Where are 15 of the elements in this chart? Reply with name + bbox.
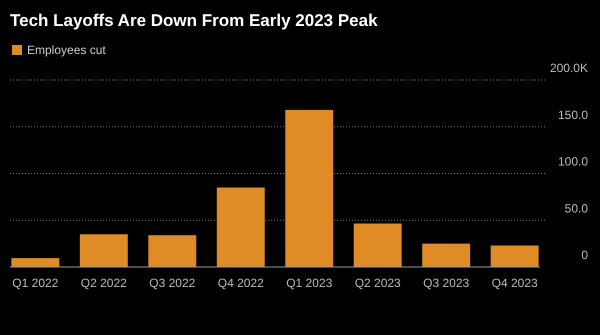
x-tick-label: Q4 2022 [218, 276, 264, 290]
legend-label: Employees cut [27, 43, 106, 57]
x-tick-label: Q2 2023 [354, 276, 402, 290]
x-tick-label: Q2 2022 [80, 276, 128, 290]
x-tick-label: Q3 2023 [423, 276, 470, 290]
y-tick-label: 150.0 [558, 108, 588, 122]
y-tick-label: 0 [581, 248, 588, 262]
y-tick-label: 200.0K [550, 61, 588, 75]
chart-title: Tech Layoffs Are Down From Early 2023 Peak [10, 11, 378, 30]
y-tick-label: 50.0 [564, 201, 588, 216]
x-tick-label: Q1 2023 [286, 276, 333, 290]
x-tick-label: Q3 2022 [149, 276, 196, 290]
x-tick-label: Q4 2023 [492, 276, 538, 290]
y-tick-label: 100.0 [558, 154, 588, 168]
x-tick-label: Q1 2022 [12, 276, 59, 290]
